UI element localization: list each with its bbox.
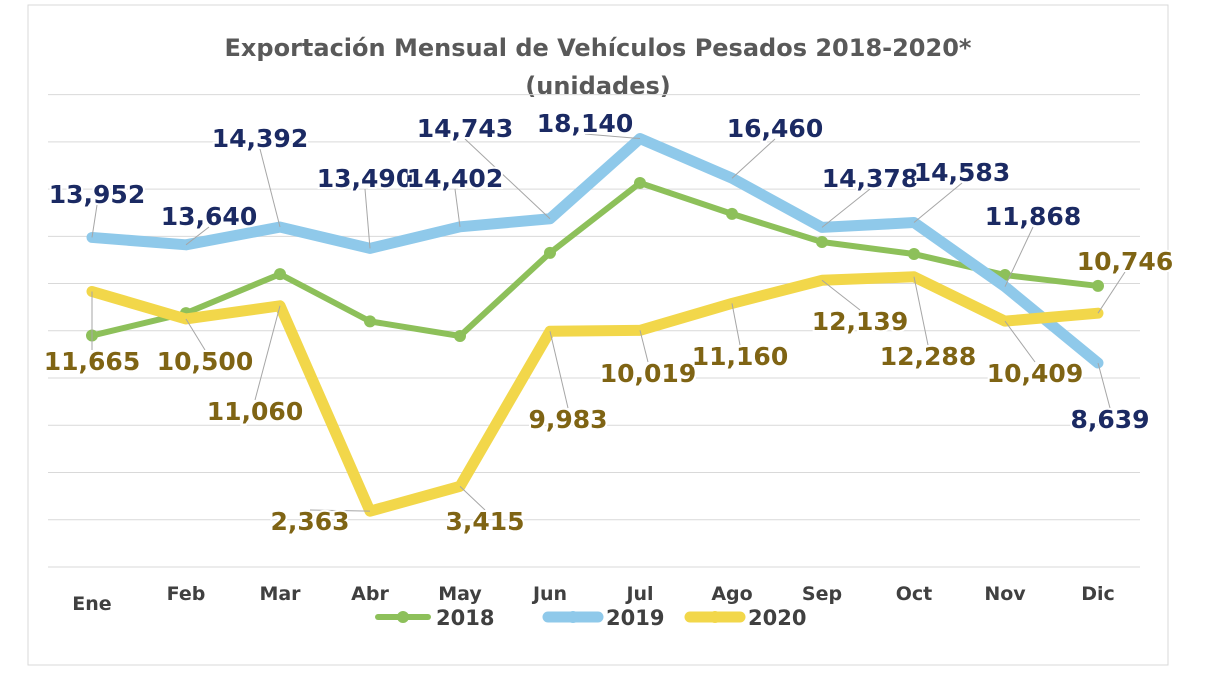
x-tick-label: Nov [984, 583, 1026, 605]
leader-line [913, 276, 929, 346]
legend-label-2020: 2020 [748, 606, 806, 630]
leader-line [1004, 226, 1034, 287]
leader-line [459, 485, 486, 511]
leader-line [639, 330, 649, 363]
data-point-2018 [364, 315, 376, 328]
leader-line [731, 138, 776, 179]
data-label-2020: 2,363 [270, 507, 349, 536]
data-label-2020: 11,665 [44, 347, 140, 376]
data-label-2019: 13,952 [49, 180, 145, 209]
series-line-2020 [86, 271, 1104, 517]
data-label-2020: 12,288 [880, 342, 976, 371]
data-label-2019: 8,639 [1070, 405, 1149, 434]
data-label-2020: 3,415 [445, 507, 524, 536]
chart-subtitle: (unidades) [525, 72, 670, 100]
data-point-2018 [454, 329, 466, 342]
data-label-2020: 10,500 [157, 347, 253, 376]
data-label-2020: 10,746 [1077, 247, 1173, 276]
leader-line [821, 188, 871, 228]
leader-line [1004, 320, 1036, 363]
data-point-2018 [544, 246, 556, 259]
data-label-2019: 13,640 [161, 202, 257, 231]
legend-marker-2018 [397, 611, 409, 623]
legend-label-2019: 2019 [606, 606, 664, 630]
x-tick-label: Abr [351, 583, 389, 605]
data-label-2020: 9,983 [528, 405, 607, 434]
x-tick-label: Jul [624, 583, 653, 605]
legend-marker-2019 [567, 611, 579, 623]
data-point-2018 [816, 235, 828, 248]
leader-line [309, 509, 371, 512]
data-point-2018 [908, 248, 920, 261]
data-label-2019: 14,402 [407, 164, 503, 193]
data-label-2019: 18,140 [537, 109, 633, 138]
leader-line [731, 303, 741, 346]
x-tick-label: Jun [531, 583, 567, 605]
series-line-2018 [89, 179, 1101, 339]
data-label-2019: 16,460 [727, 114, 823, 143]
leader-line [1097, 362, 1111, 409]
leader-line [913, 182, 963, 223]
data-label-2020: 11,060 [207, 397, 303, 426]
data-label-2019: 11,868 [985, 202, 1081, 231]
data-label-2019: 14,583 [914, 158, 1010, 187]
leader-line [91, 204, 98, 238]
x-tick-label: Dic [1081, 583, 1115, 605]
x-tick-label: Mar [259, 583, 301, 605]
x-tick-label: May [438, 583, 482, 605]
leader-line [254, 305, 281, 401]
data-label-2020: 10,409 [987, 359, 1083, 388]
leader-line [454, 188, 461, 227]
x-tick-label: Ago [711, 583, 752, 605]
leader-line [1097, 271, 1126, 314]
data-point-2018 [1092, 279, 1104, 292]
leader-line [259, 148, 281, 228]
data-point-2018 [726, 207, 738, 220]
data-point-2018 [634, 176, 646, 189]
data-label-2019: 14,378 [822, 164, 918, 193]
leader-line [821, 279, 861, 311]
x-tick-label: Ene [72, 593, 111, 615]
data-label-2019: 14,392 [212, 124, 308, 153]
data-point-2018 [274, 268, 286, 281]
data-label-2020: 10,019 [600, 359, 696, 388]
x-tick-label: Sep [802, 583, 842, 605]
leader-line [464, 138, 551, 220]
leader-line [364, 188, 371, 249]
leader-line [584, 133, 641, 140]
chart-title: Exportación Mensual de Vehículos Pesados… [225, 34, 972, 62]
series-line-2019 [86, 133, 1104, 369]
leader-line [185, 226, 210, 246]
x-tick-label: Feb [167, 583, 206, 605]
data-label-2019: 14,743 [417, 114, 513, 143]
data-label-2019: 13,490 [317, 164, 413, 193]
data-label-2020: 12,139 [812, 307, 908, 336]
x-tick-label: Oct [896, 583, 933, 605]
leader-line [549, 331, 569, 409]
leader-line [185, 318, 206, 351]
legend-label-2018: 2018 [436, 606, 494, 630]
data-label-2020: 11,160 [692, 342, 788, 371]
legend-marker-2020 [709, 611, 721, 623]
